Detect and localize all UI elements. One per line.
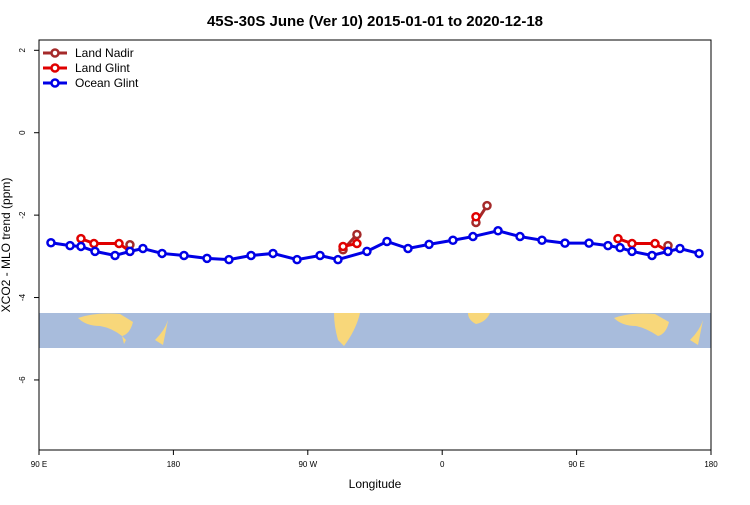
data-point: [560, 238, 570, 248]
data-point: [246, 250, 256, 261]
data-point: [76, 241, 86, 252]
data-point: [338, 241, 348, 252]
data-point: [627, 246, 637, 257]
data-point: [352, 238, 362, 249]
data-point: [90, 246, 100, 257]
data-point: [647, 250, 657, 261]
x-tick-label: 90 E: [31, 460, 47, 469]
data-point: [268, 248, 278, 259]
data-point: [76, 233, 86, 244]
y-tick-label: -6: [18, 376, 27, 384]
data-point: [650, 238, 660, 249]
y-tick-label: -2: [18, 211, 27, 219]
legend-label: Land Nadir: [75, 46, 134, 60]
data-point: [89, 238, 99, 249]
data-point: [315, 250, 325, 261]
data-point: [179, 250, 189, 261]
data-point: [125, 246, 135, 257]
legend-marker: [50, 63, 60, 73]
chart-title: 45S-30S June (Ver 10) 2015-01-01 to 2020…: [207, 13, 543, 30]
y-axis-label: XCO2 - MLO trend (ppm): [0, 178, 13, 313]
data-point: [224, 254, 234, 265]
y-tick-label: 0: [18, 130, 27, 135]
x-tick-label: 90 E: [568, 460, 584, 469]
data-point: [613, 233, 623, 244]
data-point: [114, 238, 124, 249]
data-point: [615, 242, 625, 253]
data-point: [694, 248, 704, 259]
series-line: [80, 237, 669, 253]
x-tick-label: 0: [440, 460, 445, 469]
data-point: [537, 235, 547, 246]
legend-marker: [50, 78, 60, 88]
data-point: [584, 238, 594, 248]
data-point: [603, 240, 613, 251]
data-point: [448, 235, 458, 246]
data-point: [424, 239, 434, 250]
data-point: [627, 238, 637, 249]
x-tick-label: 90 W: [298, 460, 317, 469]
data-point: [468, 231, 478, 242]
data-point: [675, 243, 685, 254]
data-point: [482, 200, 492, 211]
data-point: [382, 236, 392, 247]
y-tick-label: 2: [18, 48, 27, 53]
data-point: [65, 240, 75, 251]
data-point: [46, 237, 56, 248]
x-tick-label: 180: [167, 460, 181, 469]
data-point: [333, 254, 343, 265]
legend-label: Land Glint: [75, 61, 130, 75]
data-point: [515, 231, 525, 242]
data-point: [110, 250, 120, 261]
data-point: [471, 212, 481, 222]
data-point: [202, 253, 212, 264]
data-point: [352, 229, 362, 240]
data-point: [493, 226, 503, 236]
x-axis-label: Longitude: [349, 477, 402, 491]
data-point: [663, 246, 673, 257]
series-line: [50, 229, 700, 262]
data-point: [362, 246, 372, 257]
data-point: [292, 254, 302, 265]
map-strip: [39, 313, 711, 348]
data-point: [157, 248, 167, 259]
plot-frame: [38, 39, 712, 451]
data-point: [138, 243, 148, 254]
x-tick-label: 180: [704, 460, 718, 469]
data-point: [403, 243, 413, 254]
legend-label: Ocean Glint: [75, 76, 139, 90]
legend-marker: [50, 48, 60, 58]
y-tick-label: -4: [18, 293, 27, 301]
